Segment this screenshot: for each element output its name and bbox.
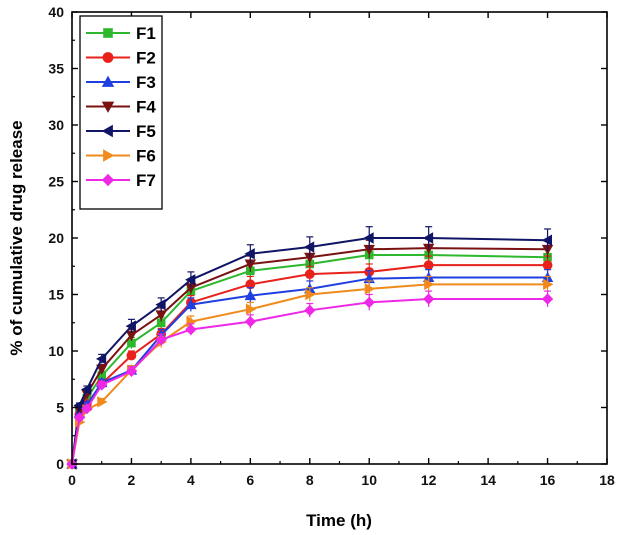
data-point-f6 [543,278,554,291]
x-tick-label: 14 [480,472,496,488]
x-tick-label: 6 [246,472,254,488]
x-tick-label: 16 [540,472,556,488]
legend-label-f7: F7 [136,171,156,190]
x-tick-label: 18 [599,472,615,488]
legend-item-f6: F6 [86,147,156,166]
data-point-f7 [423,293,435,305]
data-point-f7 [304,304,316,316]
legend-marker-f2 [102,52,114,63]
legend-item-f5: F5 [86,122,156,141]
y-tick-label: 10 [48,343,64,359]
data-point-f7 [363,296,375,309]
data-point-f4 [96,364,108,375]
data-point-f5 [303,241,315,253]
legend-marker-f5 [101,124,113,138]
legend-label-f3: F3 [136,73,156,92]
data-point-f7 [244,315,256,328]
data-point-f5 [95,353,107,365]
y-tick-label: 5 [56,400,64,416]
legend-marker-f3 [101,75,115,87]
data-point-f3 [185,298,197,310]
data-point-f7 [96,379,108,391]
series-line-f5 [71,237,548,465]
legend-label-f6: F6 [136,147,156,166]
data-point-f3 [244,289,257,301]
legend-item-f2: F2 [86,49,156,68]
data-point-f6 [424,278,435,291]
y-tick-label: 20 [48,230,64,246]
legend: F1 F2 F3 F4 F5 F6 F7 [79,15,163,210]
series-line-f7 [71,298,548,465]
y-axis-title: % of cumulative drug release [7,120,26,355]
legend-label-f2: F2 [136,49,156,68]
data-point-f6 [97,396,108,408]
data-point-f7 [541,293,554,305]
data-point-f7 [81,403,93,415]
data-point-f5 [363,232,374,244]
data-point-f7 [185,323,197,336]
x-tick-label: 10 [361,472,377,488]
legend-marker-f7 [101,173,115,187]
x-tick-label: 4 [187,472,195,488]
data-point-f6 [305,288,316,301]
x-axis-title: Time (h) [306,511,372,530]
legend-item-f7: F7 [86,171,156,190]
x-tick-label: 8 [306,472,314,488]
legend-item-f1: F1 [86,24,156,43]
data-point-f7 [125,365,138,377]
legend-box [79,15,163,210]
y-tick-label: 35 [48,61,64,77]
legend-marker-f6 [103,149,115,162]
y-tick-label: 40 [48,4,64,20]
legend-marker-f4 [101,101,115,113]
data-point-f5 [125,320,136,332]
x-tick-label: 0 [68,472,76,488]
x-tick-label: 2 [128,472,136,488]
y-tick-label: 30 [48,117,64,133]
data-point-f2 [542,260,553,271]
y-tick-label: 15 [48,287,64,303]
series-f7 [66,290,554,470]
data-point-f2 [126,350,137,361]
y-tick-label: 0 [56,456,64,472]
axes-group: 0 2 4 6 8 10 12 14 16 18 0 5 10 15 20 25 30 35 40 [48,4,615,488]
legend-label-f4: F4 [136,98,156,117]
data-point-f2 [304,269,315,280]
legend-item-f4: F4 [86,98,156,117]
legend-marker-f1 [103,28,113,38]
data-point-f5 [422,232,434,244]
data-point-f5 [541,234,553,246]
data-point-f6 [245,303,257,315]
legend-label-f5: F5 [136,122,156,141]
data-point-f5 [81,383,92,396]
data-point-f5 [185,274,196,286]
series-group [66,226,554,470]
data-point-f5 [244,248,255,260]
data-point-f7 [155,334,167,346]
y-tick-label: 25 [48,174,64,190]
data-point-f5 [155,298,166,311]
x-tick-label: 12 [421,472,437,488]
legend-item-f3: F3 [86,73,156,92]
legend-label-f1: F1 [136,24,156,43]
data-point-f6 [364,283,376,295]
data-point-f7 [73,412,86,424]
data-point-f2 [423,260,434,271]
